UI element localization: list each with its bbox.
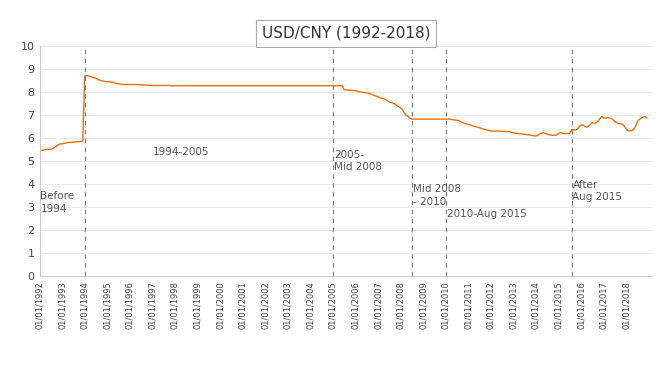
Text: After
Aug 2015: After Aug 2015 xyxy=(573,180,623,202)
Text: 2005-
Mid 2008: 2005- Mid 2008 xyxy=(333,150,382,172)
Text: 2010-Aug 2015: 2010-Aug 2015 xyxy=(447,209,527,218)
Text: Before
1994: Before 1994 xyxy=(40,191,74,214)
Title: USD/CNY (1992-2018): USD/CNY (1992-2018) xyxy=(262,26,430,41)
Text: Mid 2008
- 2010: Mid 2008 - 2010 xyxy=(413,184,461,207)
Text: 1994-2005: 1994-2005 xyxy=(152,147,209,157)
